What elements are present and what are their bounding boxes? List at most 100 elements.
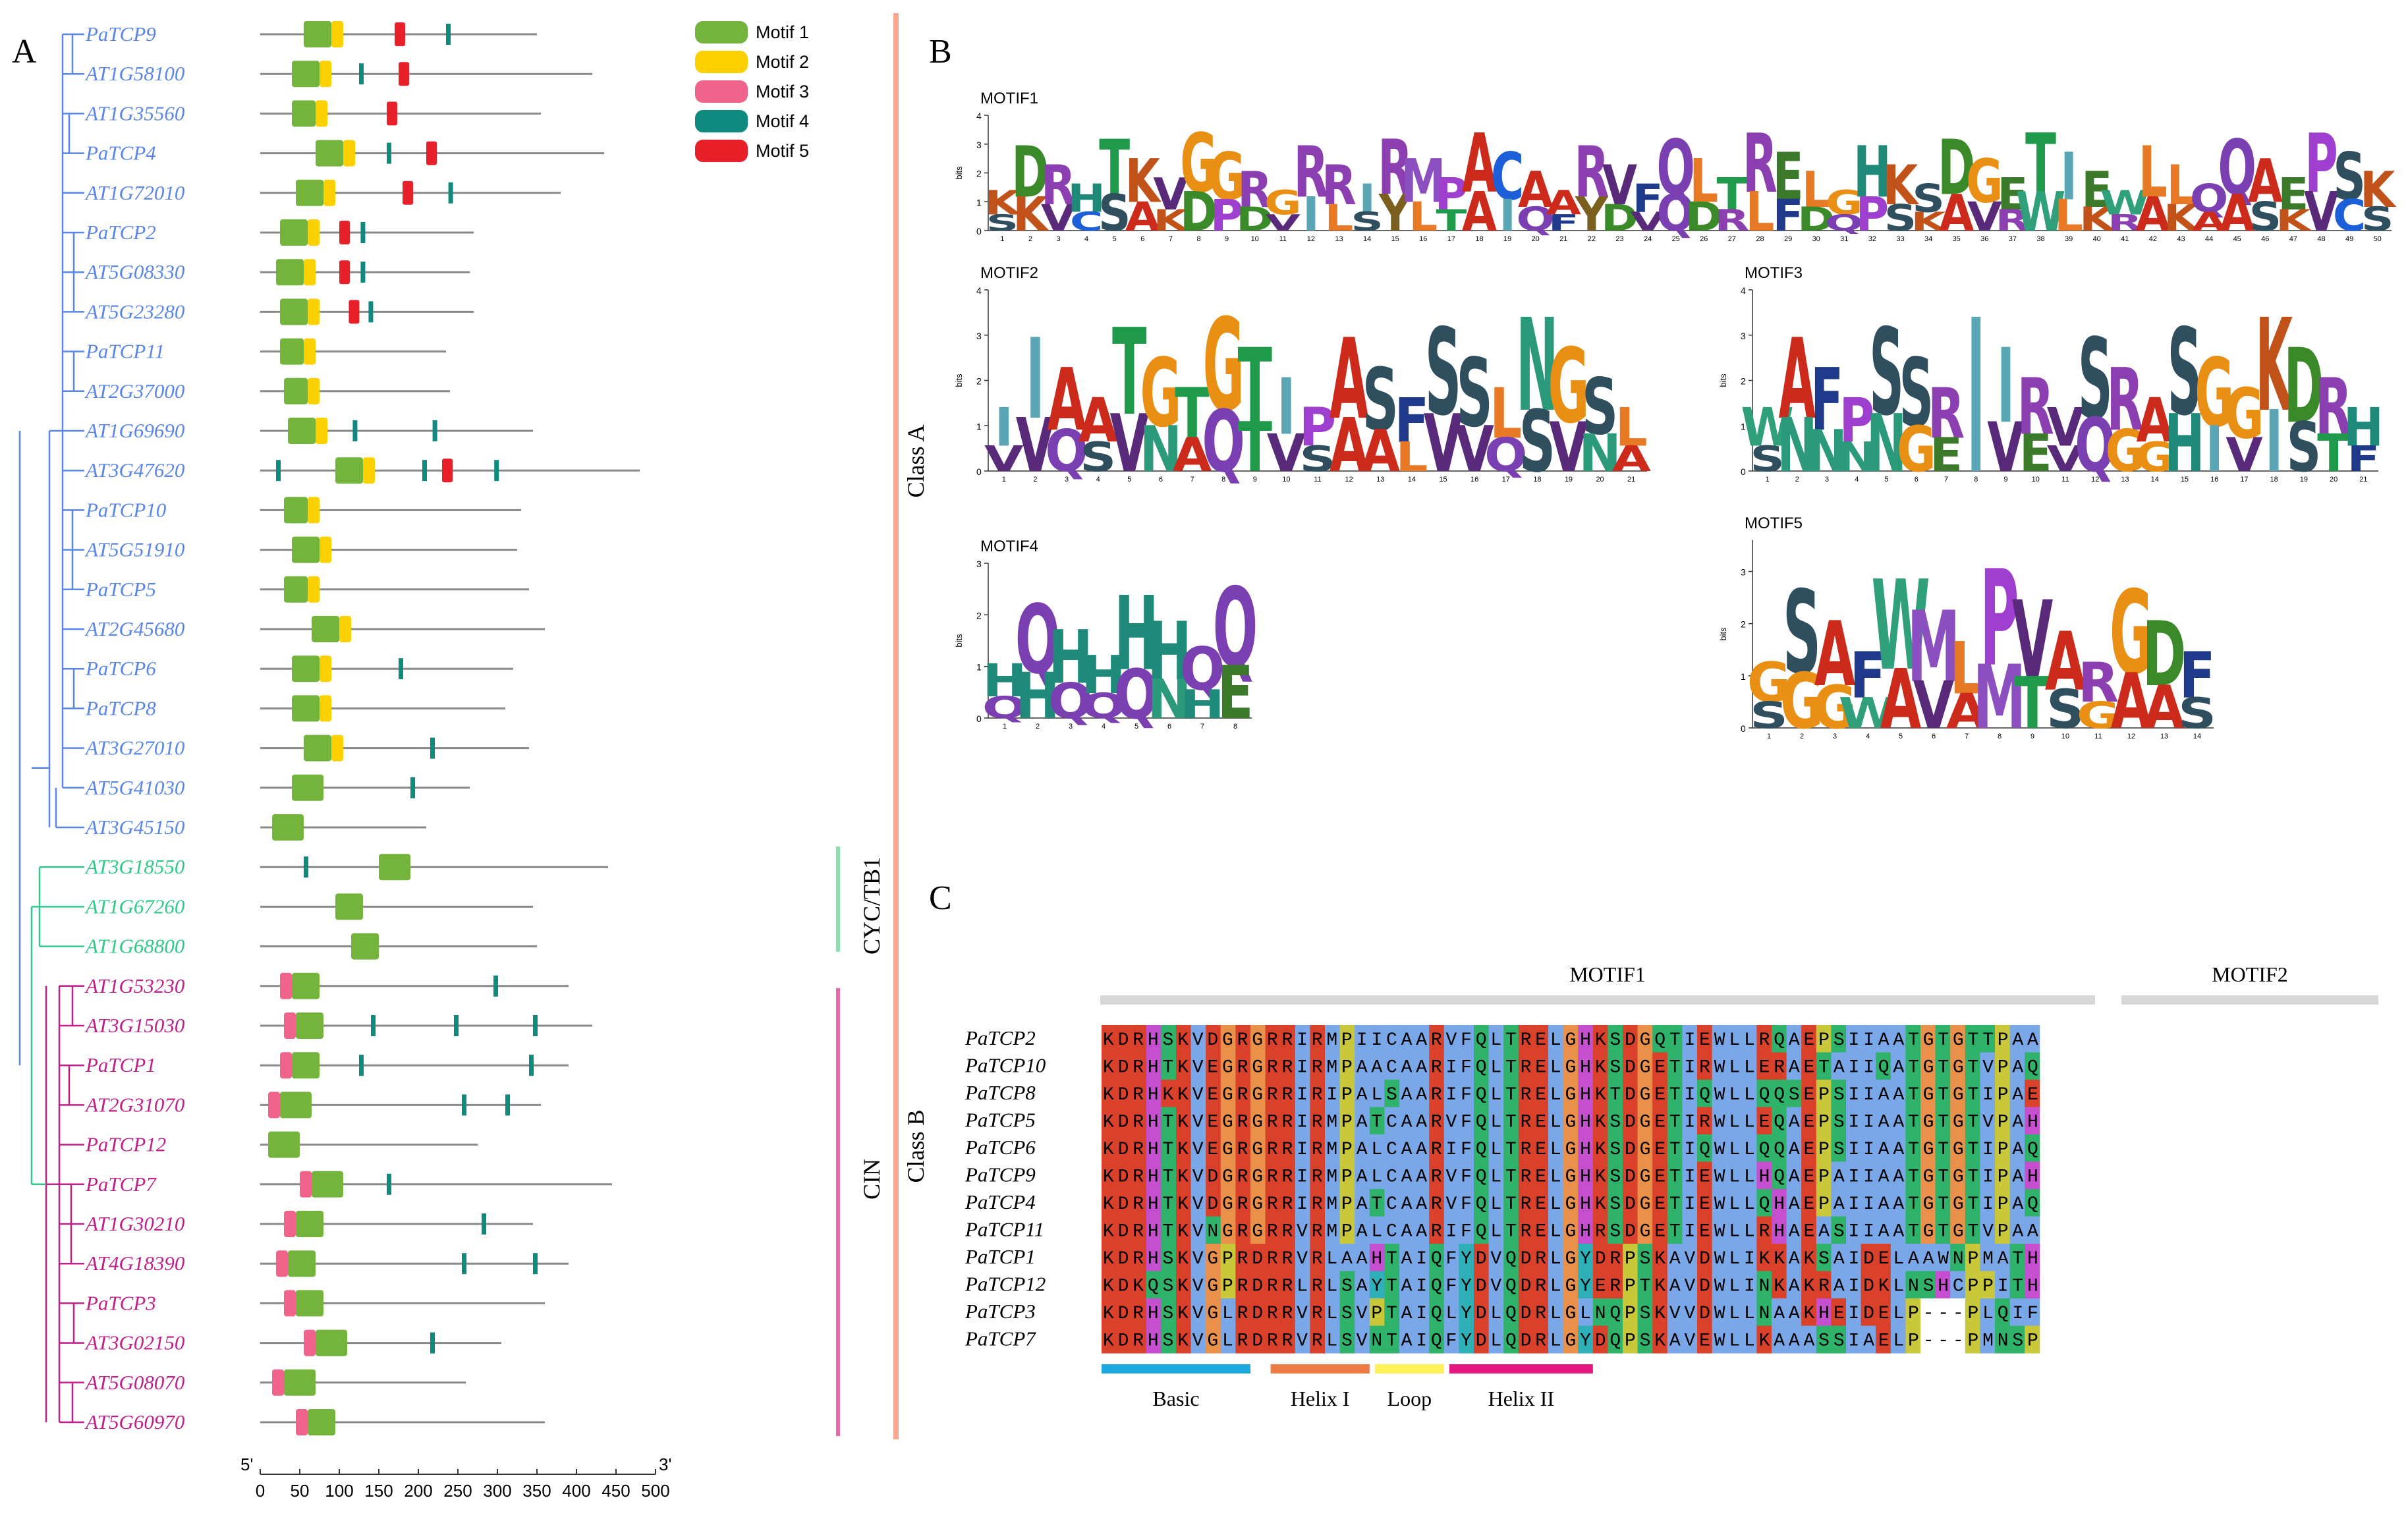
residue-cell <box>1980 1325 1996 1354</box>
residue-cell <box>1935 1080 1951 1107</box>
logo-letter: A <box>1361 418 1401 485</box>
residue-cell <box>1935 1216 1951 1244</box>
class-b-label: Class B <box>903 1109 929 1182</box>
residue-cell <box>1310 1134 1326 1162</box>
residue-cell <box>1116 1052 1132 1080</box>
residue-cell <box>1399 1080 1415 1107</box>
alignment-seq: KDRHTKVEGRGRRIRMPALCAARIFQLTRELGHKSDGETI… <box>1103 1140 2038 1160</box>
logo-letter: K <box>1013 187 1050 242</box>
residue-cell <box>1503 1025 1519 1053</box>
residue-cell <box>1548 1298 1564 1326</box>
logo-letter: S <box>2333 140 2365 215</box>
residue-cell <box>1548 1107 1564 1135</box>
logo-letter: V <box>1424 397 1463 490</box>
residue-cell <box>1116 1216 1132 1244</box>
residue-cell <box>1905 1025 1921 1053</box>
residue-cell <box>2025 1244 2040 1271</box>
axis-tick-label: 100 <box>325 1481 353 1501</box>
residue-cell <box>1235 1325 1251 1354</box>
residue-cell <box>1772 1134 1787 1162</box>
logo-x-tick: 17 <box>1447 235 1455 243</box>
residue-cell <box>1876 1244 1891 1271</box>
residue-cell <box>1920 1298 1936 1326</box>
residue-cell <box>1920 1244 1936 1271</box>
residue-cell <box>1474 1080 1490 1107</box>
residue-cell <box>1846 1189 1862 1217</box>
residue-cell <box>1786 1161 1802 1190</box>
residue-cell <box>1235 1216 1251 1244</box>
residue-cell <box>1176 1216 1192 1244</box>
residue-cell <box>1116 1298 1132 1326</box>
residue-cell <box>1652 1216 1668 1244</box>
motif3-box <box>276 1250 288 1277</box>
residue-cell <box>1235 1134 1251 1162</box>
residue-cell <box>1578 1052 1594 1080</box>
gene-row: PaTCP9 <box>85 21 537 47</box>
logo-x-tick: 7 <box>1200 723 1204 731</box>
residue-cell <box>1697 1216 1713 1244</box>
residue-cell <box>2025 1052 2040 1080</box>
alignment-seq: KDRHSKVGLRDRRVRLSVNTAIQFYDLQDRLGYDQPSKAV… <box>1103 1331 2038 1352</box>
logo-x-tick: 1 <box>1003 723 1007 731</box>
logo-letter: G <box>1826 184 1862 223</box>
logo-x-tick: 5 <box>1113 235 1117 243</box>
residue-cell <box>1310 1052 1326 1080</box>
residue-cell <box>1102 1189 1117 1217</box>
residue-cell <box>1399 1216 1415 1244</box>
logo-letter: G <box>2135 433 2175 480</box>
residue-cell <box>1280 1325 1296 1354</box>
motif5-box <box>403 180 413 205</box>
logo-y-tick: 0 <box>976 713 982 724</box>
residue-cell <box>1890 1244 1906 1271</box>
logo-letter: S <box>1098 184 1131 243</box>
motif4-box <box>446 24 451 45</box>
axis-tick-label: 150 <box>364 1481 393 1501</box>
gene-label: AT3G02150 <box>84 1331 185 1354</box>
residue-cell <box>1741 1134 1757 1162</box>
logo-letter: P <box>1210 190 1243 240</box>
residue-cell <box>1756 1107 1772 1135</box>
residue-cell <box>1369 1080 1385 1107</box>
panel-b-label: B <box>929 33 952 70</box>
residue-cell <box>1161 1244 1177 1271</box>
residue-cell <box>1250 1080 1266 1107</box>
residue-cell <box>1384 1189 1400 1217</box>
residue-cell <box>1861 1244 1876 1271</box>
logo-letter: L <box>1746 180 1775 243</box>
residue-cell <box>1533 1134 1549 1162</box>
residue-cell <box>1935 1244 1951 1271</box>
logo-letter: S <box>1351 207 1383 237</box>
logo-x-tick: 21 <box>2359 476 2367 484</box>
residue-cell <box>1786 1325 1802 1354</box>
logo-letter: R <box>2078 652 2119 715</box>
logo-x-tick: 1 <box>1000 235 1004 243</box>
residue-cell <box>1414 1134 1430 1162</box>
logo-letter: K <box>2276 203 2312 237</box>
residue-cell <box>1727 1052 1743 1080</box>
gene-row: AT5G08070 <box>84 1369 466 1396</box>
residue-cell <box>1339 1080 1355 1107</box>
residue-cell <box>1965 1134 1980 1162</box>
residue-cell <box>1786 1244 1802 1271</box>
motif4-box <box>493 975 498 997</box>
gene-row: AT3G18550 <box>84 854 608 881</box>
residue-cell <box>1235 1244 1251 1271</box>
residue-cell <box>1637 1271 1653 1299</box>
residue-cell <box>1682 1161 1698 1190</box>
logo-letter: R <box>2017 362 2054 453</box>
residue-cell <box>1414 1107 1430 1135</box>
motif4-box <box>360 222 366 243</box>
motif1-box <box>288 418 316 444</box>
logo-letter: S <box>2287 408 2322 487</box>
gene-row: PaTCP10 <box>85 497 521 524</box>
legend-motif1-swatch <box>695 21 748 43</box>
residue-cell <box>1623 1161 1638 1190</box>
logo-x-tick: 7 <box>1190 476 1194 484</box>
logo-letter: G <box>1180 116 1217 211</box>
residue-cell <box>1741 1271 1757 1299</box>
residue-cell <box>1384 1134 1400 1162</box>
logo-x-tick: 12 <box>1307 235 1315 243</box>
legend-motif2-swatch <box>695 51 748 73</box>
residue-cell <box>1772 1107 1787 1135</box>
residue-cell <box>1578 1189 1594 1217</box>
